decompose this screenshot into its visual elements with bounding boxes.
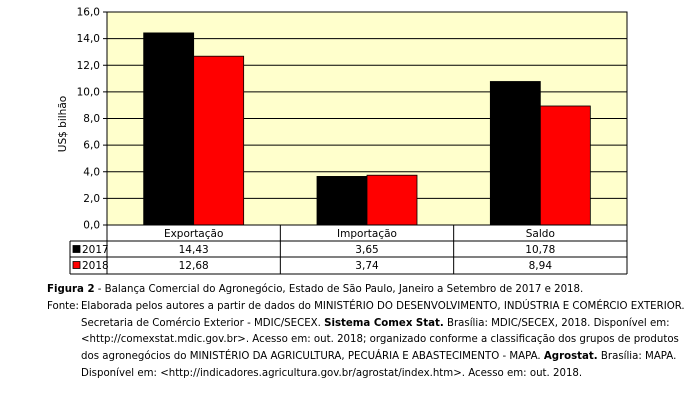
data-label: 8,94 (529, 260, 553, 272)
y-tick-label: 6,0 (83, 140, 100, 152)
source-line-3: <http://comexstat.mdic.gov.br>. Acesso e… (81, 334, 679, 346)
source-line-4c: Brasília: MAPA. (597, 351, 677, 363)
legend-label-2018: 2018 (82, 260, 109, 272)
y-tick-label: 4,0 (83, 166, 100, 178)
bar-chart: 0,0 2,0 4,0 6,0 8,0 10,0 12,0 14,0 16,0 US$ bilh… (57, 7, 628, 275)
x-category-label: Exportação (164, 228, 223, 240)
bar-2018 (539, 105, 591, 226)
y-tick-label: 0,0 (83, 220, 100, 232)
source-line-5: Disponível em: <http://indicadores.agric… (81, 368, 583, 379)
source-line-4: dos agronegócios do MINISTÉRIO DA AGRICU… (81, 349, 676, 366)
figure-label: Figura 2 (47, 284, 95, 295)
source-line-4a: dos agronegócios do MINISTÉRIO DA AGRICU… (81, 351, 544, 363)
data-table: Exportação Importação Saldo 2017 14,43 3,65 10… (69, 224, 628, 275)
figure-text: - Balança Comercial do Agronegócio, Esta… (94, 284, 584, 295)
y-axis-tick-labels: 0,0 2,0 4,0 6,0 8,0 10,0 12,0 14,0 16,0 (77, 7, 100, 232)
source-line-2a: Secretaria de Comércio Exterior - MDIC/S… (81, 317, 325, 329)
legend-key-2017 (72, 245, 81, 253)
data-label: 10,78 (525, 244, 555, 256)
y-tick-label: 8,0 (83, 113, 100, 125)
bar-2017 (316, 176, 368, 226)
y-tick-label: 2,0 (83, 193, 100, 205)
y-tick-label: 14,0 (77, 33, 100, 45)
bar-2018 (193, 55, 245, 226)
bar-2017 (489, 81, 541, 226)
source-line-2c: Brasília: MDIC/SECEX, 2018. Disponível e… (443, 317, 670, 329)
y-tick-label: 12,0 (77, 60, 100, 72)
bar-2018 (366, 174, 418, 226)
y-axis-label: US$ bilhão (57, 96, 69, 152)
source-line-2: Secretaria de Comércio Exterior - MDIC/S… (81, 316, 670, 333)
legend-label-2017: 2017 (82, 244, 109, 256)
figure-title: Figura 2 - Balança Comercial do Agronegó… (47, 282, 583, 299)
source-line-1: Elaborada pelos autores a partir de dado… (81, 300, 685, 312)
data-label: 14,43 (179, 244, 209, 256)
y-tick-label: 16,0 (77, 7, 100, 19)
y-tick-label: 10,0 (77, 86, 100, 98)
bars (143, 32, 591, 226)
data-label: 3,65 (355, 244, 378, 256)
data-label: 3,74 (355, 260, 379, 272)
source-title-agrostat: Agrostat. (543, 351, 598, 363)
bar-2017 (143, 32, 195, 226)
x-category-label: Saldo (526, 228, 555, 240)
x-category-label: Importação (337, 228, 397, 240)
source-title-comex: Sistema Comex Stat. (324, 317, 444, 329)
source-label: Fonte: (47, 300, 79, 312)
legend-key-2018 (72, 261, 81, 269)
data-label: 12,68 (179, 260, 209, 272)
